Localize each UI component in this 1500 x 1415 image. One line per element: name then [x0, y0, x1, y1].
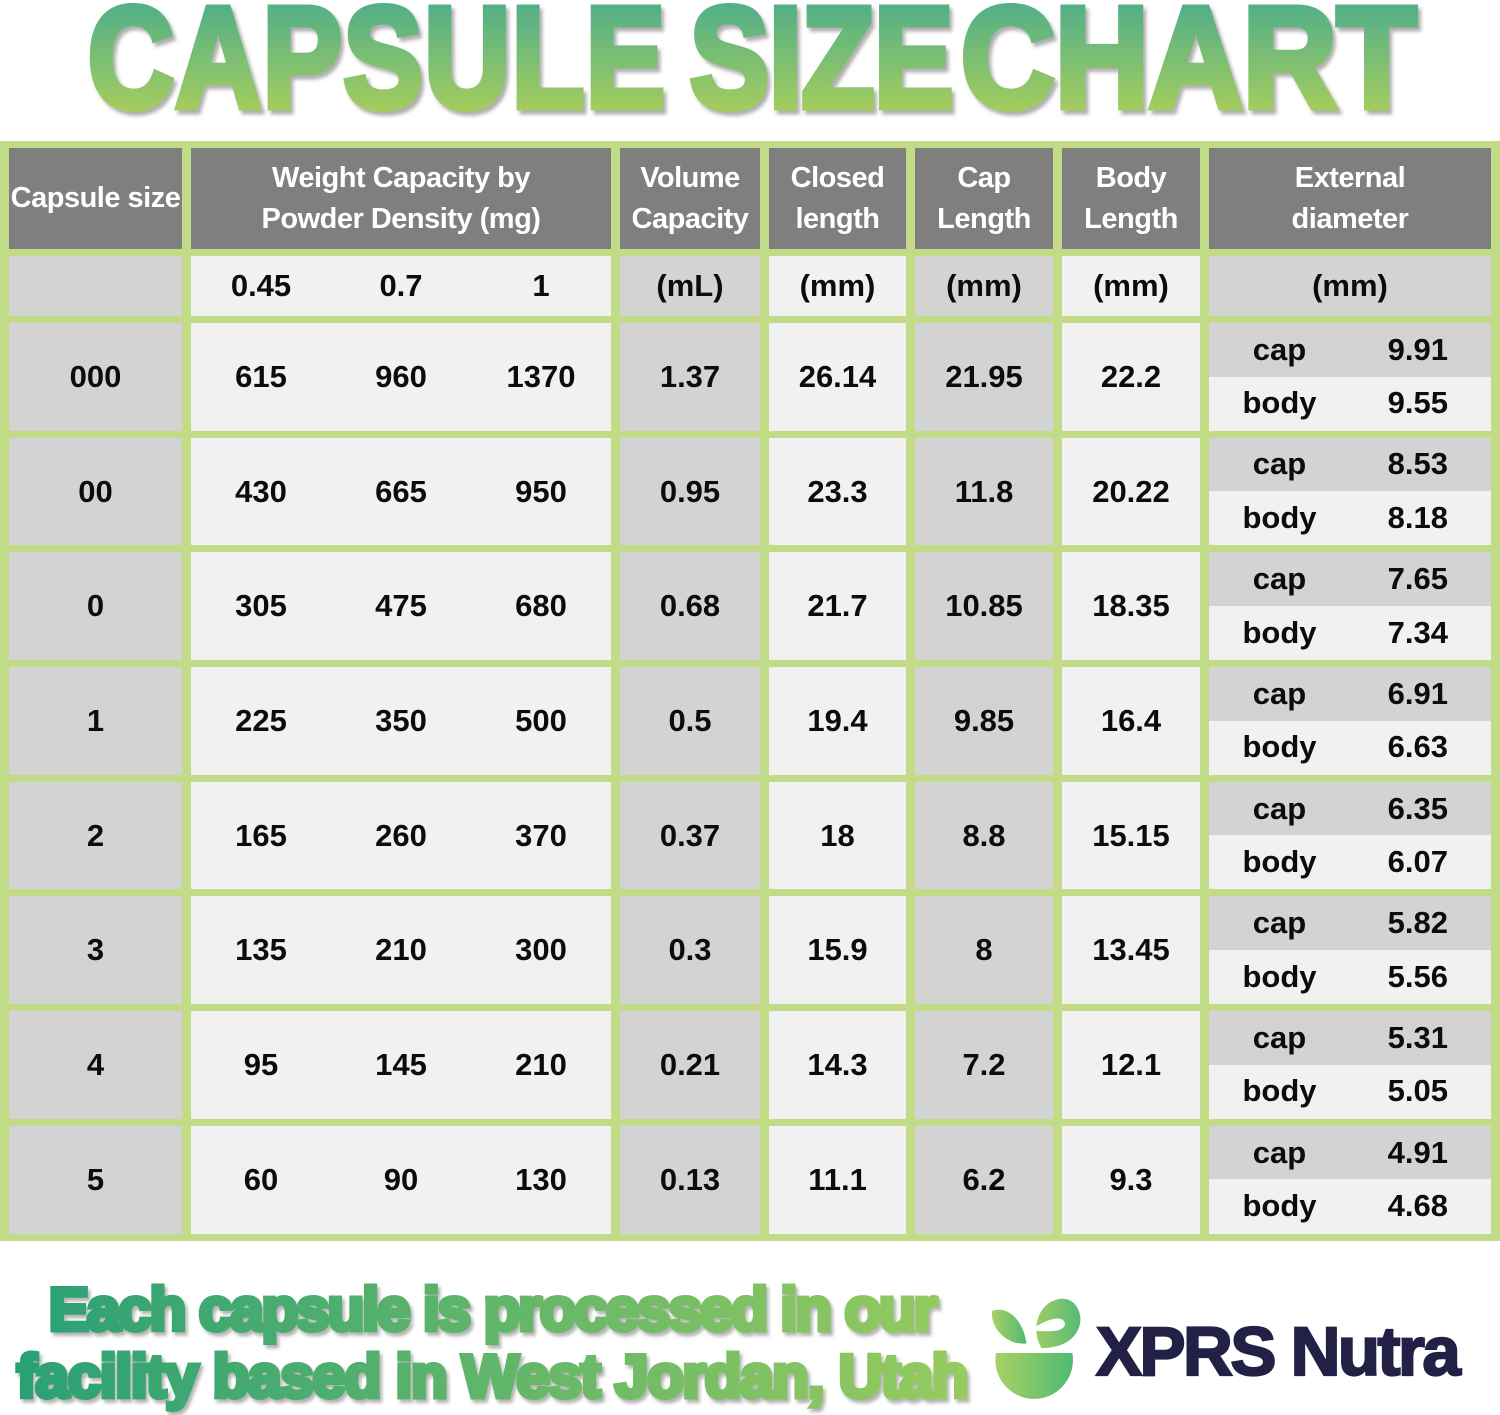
svg-text:CHART: CHART: [961, 0, 1416, 135]
svg-text:Each capsule is processed in o: Each capsule is processed in our: [49, 1276, 937, 1343]
svg-text:SIZE: SIZE: [690, 0, 953, 135]
svg-text:CAPSULE: CAPSULE: [88, 0, 667, 135]
svg-text:facility based in West Jordan,: facility based in West Jordan, Utah: [17, 1343, 967, 1410]
